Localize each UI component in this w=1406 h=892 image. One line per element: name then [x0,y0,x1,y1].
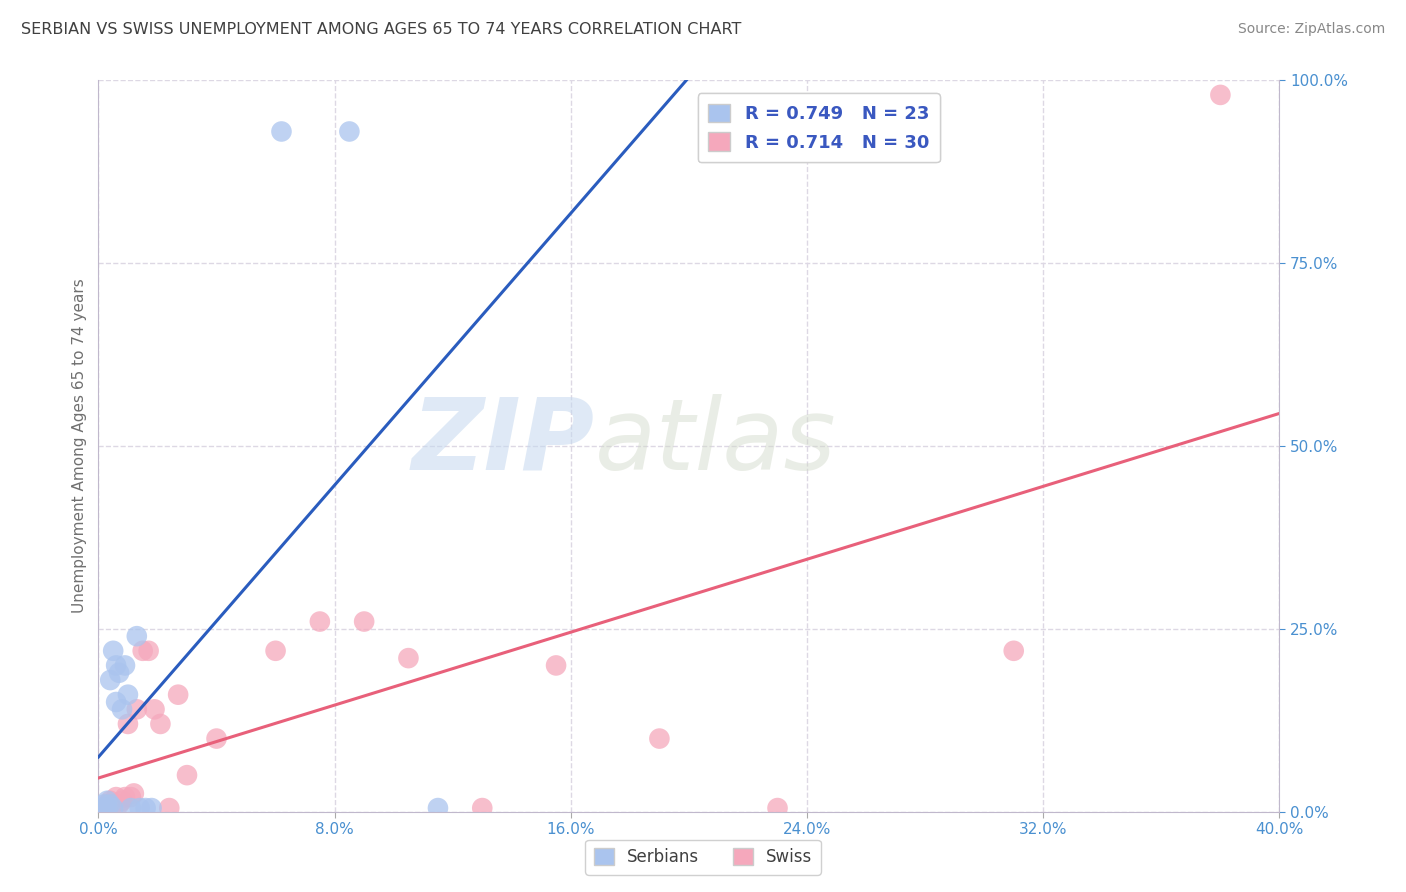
Point [122,787,145,801]
Point [396,651,419,665]
Point [105,790,128,805]
Point [93,801,115,815]
Point [176,768,198,782]
Point [167,688,190,702]
Point [135,801,157,815]
Point [138,644,160,658]
Point [117,717,139,731]
Point [98,794,121,808]
Text: Source: ZipAtlas.com: Source: ZipAtlas.com [1237,22,1385,37]
Point [141,801,163,815]
Point [205,731,228,746]
Point [270,124,292,138]
Point [766,801,789,815]
Point [143,702,166,716]
Text: ZIP: ZIP [412,394,595,491]
Point [111,794,134,808]
Point [309,615,332,629]
Point [93,797,115,812]
Point [111,702,134,716]
Legend: Serbians, Swiss: Serbians, Swiss [585,840,821,875]
Point [105,695,128,709]
Point [114,790,136,805]
Point [125,702,148,716]
Point [128,801,150,815]
Point [132,644,155,658]
Point [353,615,375,629]
Point [108,797,131,812]
Point [103,644,125,658]
Point [98,673,121,687]
Point [120,801,142,815]
Point [117,688,139,702]
Point [648,731,671,746]
Point [90,801,112,815]
Point [339,124,360,138]
Point [1002,644,1025,658]
Point [1209,87,1232,102]
Point [93,801,115,815]
Point [125,629,148,643]
Point [427,801,450,815]
Legend: R = 0.749   N = 23, R = 0.714   N = 30: R = 0.749 N = 23, R = 0.714 N = 30 [697,93,939,162]
Text: atlas: atlas [595,394,837,491]
Point [96,797,118,812]
Point [105,658,128,673]
Point [264,644,287,658]
Point [149,717,172,731]
Point [114,658,136,673]
Point [98,797,121,812]
Point [108,665,131,680]
Point [157,801,180,815]
Point [96,801,118,815]
Y-axis label: Unemployment Among Ages 65 to 74 years: Unemployment Among Ages 65 to 74 years [72,278,87,614]
Point [120,790,142,805]
Point [546,658,568,673]
Text: SERBIAN VS SWISS UNEMPLOYMENT AMONG AGES 65 TO 74 YEARS CORRELATION CHART: SERBIAN VS SWISS UNEMPLOYMENT AMONG AGES… [21,22,741,37]
Point [96,794,118,808]
Point [103,797,125,812]
Point [103,801,125,815]
Point [471,801,494,815]
